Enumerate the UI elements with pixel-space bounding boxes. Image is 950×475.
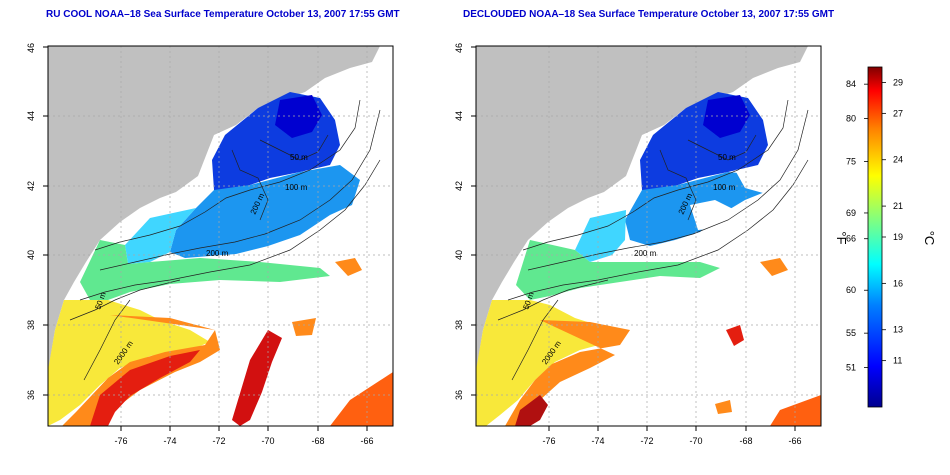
left-map-panel: 50 m 100 m 200 m 50 m 200 m 2000 m -76 -… [26, 43, 394, 446]
celsius-tick-label: 16 [893, 278, 903, 288]
left-mid-shelf [125, 208, 196, 264]
x-tick-label: -74 [591, 436, 604, 446]
right-contour-label: 50 m [718, 153, 736, 162]
right-map-title: DECLOUDED NOAA–18 Sea Surface Temperatur… [463, 9, 835, 20]
left-se-warm [330, 372, 393, 426]
left-land-mass [48, 46, 380, 380]
left-eddy [335, 258, 362, 276]
celsius-tick-label: 11 [893, 356, 902, 366]
right-y-axis: 36 38 40 42 44 46 [454, 43, 464, 400]
right-se-warm [770, 395, 821, 426]
left-x-axis: -76 -74 -72 -70 -68 -66 [114, 436, 373, 446]
left-green-water [80, 240, 330, 300]
right-tick-marks [471, 46, 796, 431]
y-tick-label: 38 [26, 320, 36, 330]
fahrenheit-tick-label: 66 [846, 234, 856, 244]
left-contour-label: 100 m [285, 183, 308, 192]
x-tick-label: -74 [163, 436, 176, 446]
fahrenheit-tick-label: 80 [846, 114, 856, 124]
right-contour-label: 200 m [634, 249, 657, 258]
colorbar: 29 27 24 21 19 16 13 11 84 80 75 69 66 60 55 51 °F °C [834, 66, 937, 408]
x-tick-label: -76 [114, 436, 127, 446]
right-eddy [760, 258, 788, 276]
left-tick-marks [43, 46, 368, 431]
y-tick-label: 46 [454, 43, 464, 53]
left-shelf-water [170, 165, 360, 258]
right-grid [476, 46, 821, 426]
celsius-label: °C [922, 231, 937, 246]
x-tick-label: -66 [360, 436, 373, 446]
fahrenheit-label: °F [834, 231, 849, 244]
fahrenheit-tick-label: 55 [846, 328, 856, 338]
x-tick-label: -68 [311, 436, 324, 446]
left-y-axis: 36 38 40 42 44 46 [26, 43, 36, 400]
left-map-title: RU COOL NOAA–18 Sea Surface Temperature … [46, 9, 400, 20]
y-tick-label: 40 [26, 250, 36, 260]
right-cloud-gap [735, 165, 790, 195]
y-tick-label: 38 [454, 320, 464, 330]
y-tick-label: 44 [26, 111, 36, 121]
colorbar-ticks: 29 27 24 21 19 16 13 11 84 80 75 69 66 60 55 51 [846, 77, 903, 372]
celsius-tick-label: 24 [893, 155, 903, 165]
fahrenheit-tick-label: 75 [846, 156, 856, 166]
right-warm-core [515, 395, 548, 426]
y-tick-label: 42 [26, 181, 36, 191]
left-contour-label: 200 m [206, 249, 229, 258]
right-warm-filament [726, 325, 744, 346]
right-contour-label: 100 m [713, 183, 736, 192]
left-cold-core [275, 95, 322, 138]
y-tick-label: 36 [454, 390, 464, 400]
left-warm-core [90, 350, 200, 426]
x-tick-label: -68 [739, 436, 752, 446]
celsius-tick-label: 13 [893, 325, 903, 335]
right-eddy-2 [715, 400, 732, 414]
celsius-tick-label: 27 [893, 108, 903, 118]
right-cold-core [703, 95, 750, 138]
fahrenheit-tick-label: 51 [846, 363, 856, 373]
right-map-panel: 50 m 100 m 200 m 50 m 200 m 2000 m -76 -… [454, 43, 822, 446]
left-eddy-2 [292, 318, 316, 336]
x-tick-label: -66 [788, 436, 801, 446]
right-cloud-gap [690, 200, 735, 230]
right-bathymetry-contours [497, 99, 809, 381]
celsius-tick-label: 19 [893, 232, 903, 242]
right-map-frame [475, 45, 822, 427]
right-x-axis: -76 -74 -72 -70 -68 -66 [542, 436, 801, 446]
left-grid [48, 46, 393, 426]
left-map-frame [47, 45, 394, 427]
left-warm-filament [232, 330, 282, 426]
fahrenheit-tick-label: 60 [846, 285, 856, 295]
y-tick-label: 36 [26, 390, 36, 400]
celsius-tick-label: 29 [893, 77, 903, 87]
fahrenheit-tick-label: 69 [846, 208, 856, 218]
y-tick-label: 40 [454, 250, 464, 260]
x-tick-label: -72 [212, 436, 225, 446]
x-tick-label: -76 [542, 436, 555, 446]
fahrenheit-tick-label: 84 [846, 79, 856, 89]
x-tick-label: -70 [261, 436, 274, 446]
left-bathymetry-contours [69, 99, 381, 381]
y-tick-label: 44 [454, 111, 464, 121]
colorbar-gradient [867, 66, 883, 408]
left-contour-label: 50 m [290, 153, 308, 162]
x-tick-label: -72 [640, 436, 653, 446]
y-tick-label: 42 [454, 181, 464, 191]
x-tick-label: -70 [689, 436, 702, 446]
right-land-mass [476, 46, 808, 380]
celsius-tick-label: 21 [893, 201, 903, 211]
left-sst-layer [48, 46, 393, 426]
y-tick-label: 46 [26, 43, 36, 53]
